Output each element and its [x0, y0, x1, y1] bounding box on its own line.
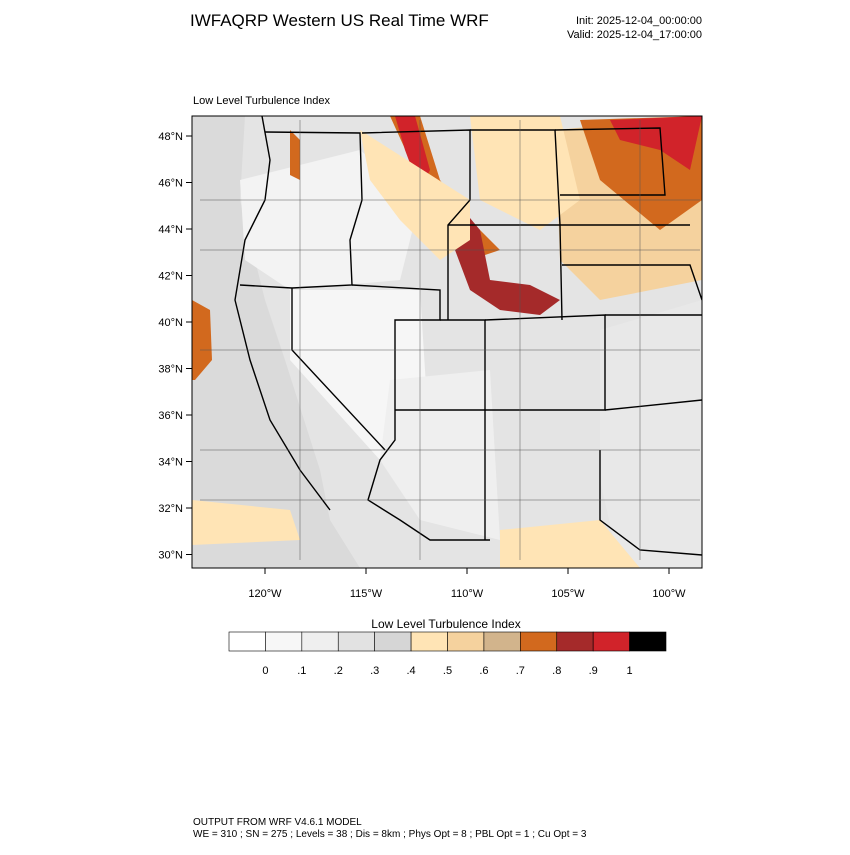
colorbar-label: .6 — [479, 665, 488, 677]
footer-line: OUTPUT FROM WRF V4.6.1 MODEL — [193, 817, 362, 828]
colorbar-label: .7 — [516, 665, 525, 677]
lat-label: 40°N — [158, 317, 183, 329]
colorbar-label: .1 — [297, 665, 306, 677]
lat-label: 48°N — [158, 131, 183, 143]
init-time: Init: 2025-12-04_00:00:00 — [576, 15, 702, 27]
lon-label: 115°W — [350, 588, 383, 600]
colorbar-label: .9 — [589, 665, 598, 677]
colorbar-label: .3 — [370, 665, 379, 677]
lat-label: 42°N — [158, 271, 183, 283]
map-title: Low Level Turbulence Index — [193, 95, 330, 107]
colorbar-label: 1 — [627, 665, 633, 677]
lon-label: 110°W — [451, 588, 484, 600]
colorbar-swatch — [592, 631, 630, 652]
colorbar-label: .2 — [334, 665, 343, 677]
colorbar-label: .4 — [406, 665, 415, 677]
lat-label: 46°N — [158, 178, 183, 190]
colorbar-swatch — [629, 631, 667, 652]
colorbar-swatch — [374, 631, 412, 652]
colorbar-swatch — [301, 631, 339, 652]
valid-time: Valid: 2025-12-04_17:00:00 — [567, 29, 702, 41]
colorbar-label: .8 — [552, 665, 561, 677]
lon-label: 120°W — [248, 588, 282, 600]
title: IWFAQRP Western US Real Time WRF — [190, 11, 489, 30]
colorbar-swatch — [228, 631, 266, 652]
lon-label: 105°W — [551, 588, 585, 600]
lat-label: 36°N — [158, 410, 183, 422]
colorbar-title: Low Level Turbulence Index — [371, 617, 520, 631]
colorbar-swatch — [337, 631, 375, 652]
colorbar-swatch — [447, 631, 485, 652]
colorbar-swatch — [483, 631, 521, 652]
lat-label: 34°N — [158, 457, 183, 469]
map — [191, 115, 703, 569]
lat-label: 44°N — [158, 224, 183, 236]
lon-label: 100°W — [652, 588, 686, 600]
colorbar-swatch — [410, 631, 448, 652]
footer-line: WE = 310 ; SN = 275 ; Levels = 38 ; Dis … — [193, 829, 587, 840]
lat-label: 32°N — [158, 503, 183, 515]
colorbar-swatch — [556, 631, 594, 652]
colorbar-swatch — [520, 631, 558, 652]
lat-label: 30°N — [158, 550, 183, 562]
colorbar-label: 0 — [262, 665, 268, 677]
colorbar-label: .5 — [443, 665, 452, 677]
lat-label: 38°N — [158, 364, 183, 376]
colorbar-swatch — [265, 631, 303, 652]
